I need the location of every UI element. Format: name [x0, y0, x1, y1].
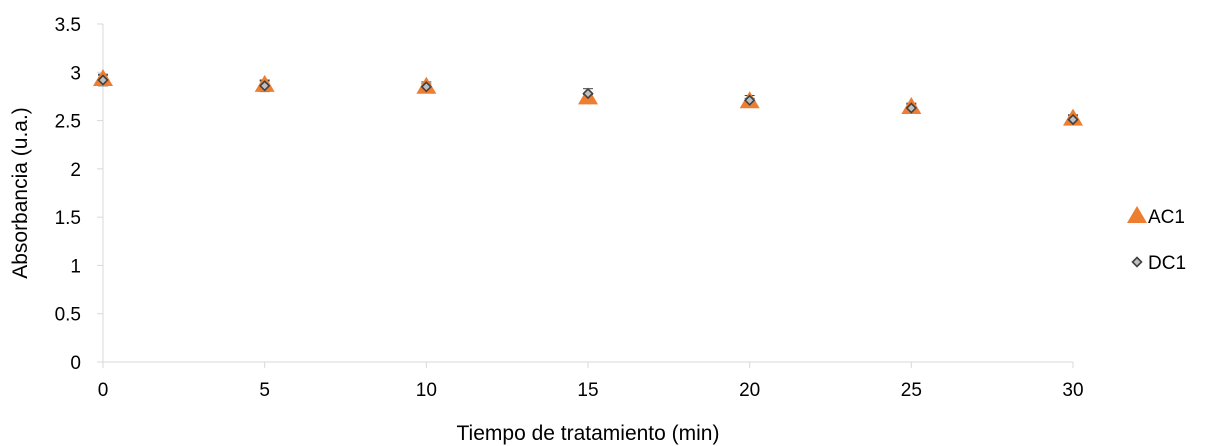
data-point-dc1	[420, 81, 432, 93]
legend-marker-ac1	[1127, 206, 1147, 223]
x-tick-label: 25	[901, 380, 922, 401]
axes	[102, 24, 1073, 363]
ticks: 0 0.5 1 1.5 2 2.5 3 3.5 0 5 10 15 20 25 30	[55, 15, 1084, 401]
legend-marker-dc1	[1131, 256, 1143, 268]
y-tick-label: 0	[70, 353, 81, 374]
y-tick-label: 2	[70, 160, 81, 181]
x-tick-label: 5	[259, 380, 270, 401]
data-point-dc1	[582, 87, 594, 100]
y-tick-label: 3	[70, 63, 81, 84]
x-tick-label: 30	[1062, 380, 1083, 401]
legend-label-dc1: DC1	[1148, 253, 1186, 274]
x-tick-label: 15	[577, 380, 598, 401]
data-point-dc1	[97, 74, 109, 86]
data-point-dc1	[259, 80, 271, 92]
y-axis-title: Absorbancia (u.a.)	[9, 107, 32, 279]
x-tick-label: 20	[739, 380, 760, 401]
legend: AC1 DC1	[1127, 206, 1186, 274]
data-point-dc1	[905, 102, 917, 114]
x-tick-label: 0	[98, 380, 109, 401]
data-point-dc1	[744, 94, 756, 106]
x-tick-label: 10	[416, 380, 437, 401]
legend-label-ac1: AC1	[1148, 207, 1185, 228]
y-tick-label: 2.5	[55, 112, 81, 133]
y-tick-label: 1	[70, 256, 81, 277]
y-tick-label: 0.5	[55, 305, 81, 326]
data-points	[93, 69, 1083, 126]
data-point-dc1	[1067, 113, 1079, 126]
y-tick-label: 3.5	[55, 15, 81, 36]
x-axis-title: Tiempo de tratamiento (min)	[457, 422, 720, 445]
y-tick-label: 1.5	[55, 208, 81, 229]
